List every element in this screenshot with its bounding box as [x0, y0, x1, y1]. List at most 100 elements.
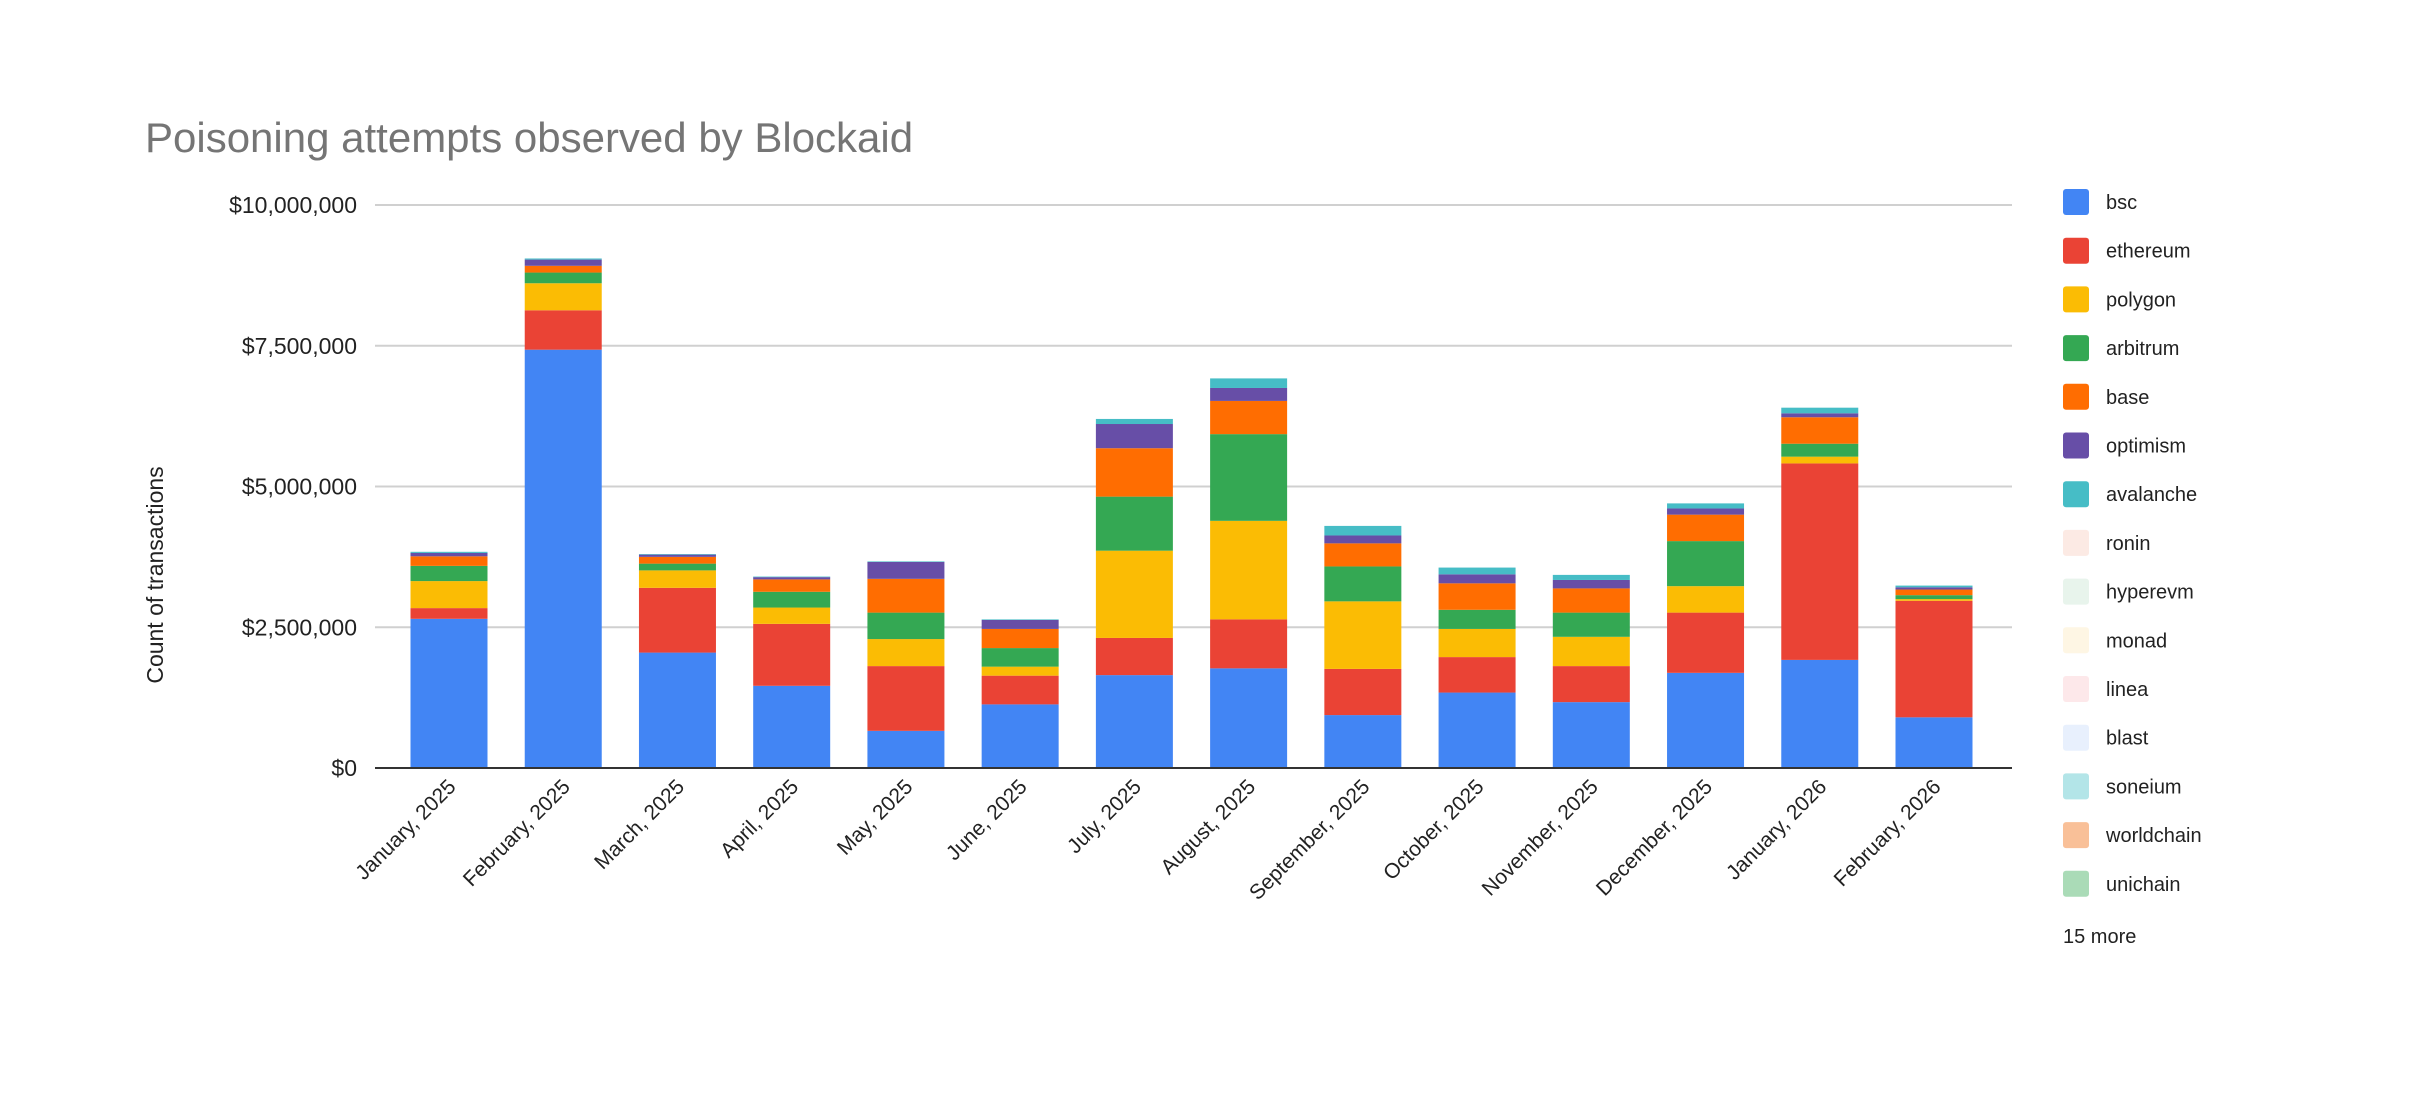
bar-segment-optimism[interactable]	[867, 561, 945, 579]
bar-segment-ethereum[interactable]	[981, 675, 1059, 705]
bar-segment-arbitrum[interactable]	[638, 563, 716, 571]
bar-segment-bsc[interactable]	[981, 704, 1059, 768]
bar-segment-base[interactable]	[1438, 583, 1516, 610]
bar-segment-bsc[interactable]	[1552, 702, 1630, 768]
bar-segment-ethereum[interactable]	[1438, 657, 1516, 693]
bar-segment-avalanche[interactable]	[1895, 585, 1973, 588]
bar-segment-base[interactable]	[1324, 543, 1402, 567]
bar-segment-avalanche[interactable]	[524, 258, 602, 260]
bar-segment-polygon[interactable]	[1324, 601, 1402, 669]
bar-segment-polygon[interactable]	[753, 607, 831, 624]
bar-segment-avalanche[interactable]	[981, 619, 1059, 620]
bar-segment-polygon[interactable]	[1438, 628, 1516, 658]
bar-segment-optimism[interactable]	[1895, 587, 1973, 590]
bar-segment-polygon[interactable]	[1781, 456, 1859, 464]
bar-segment-bsc[interactable]	[410, 618, 488, 768]
bar-segment-bsc[interactable]	[638, 652, 716, 768]
bar-segment-ethereum[interactable]	[1552, 666, 1630, 703]
bar-segment-arbitrum[interactable]	[1210, 434, 1288, 521]
bar-segment-arbitrum[interactable]	[1438, 609, 1516, 629]
bar-segment-optimism[interactable]	[1552, 579, 1630, 589]
legend-item-base[interactable]: base	[2063, 383, 2149, 410]
bar-segment-ethereum[interactable]	[1781, 463, 1859, 660]
bar-segment-base[interactable]	[1552, 588, 1630, 613]
bar-segment-optimism[interactable]	[410, 552, 488, 557]
legend-item-optimism[interactable]: optimism	[2063, 432, 2186, 459]
bar-segment-optimism[interactable]	[1667, 508, 1745, 515]
bar-segment-ethereum[interactable]	[1667, 612, 1745, 673]
bar-segment-optimism[interactable]	[1438, 574, 1516, 584]
bar-segment-polygon[interactable]	[1552, 636, 1630, 667]
bar-segment-base[interactable]	[867, 578, 945, 613]
bar-segment-avalanche[interactable]	[410, 551, 488, 553]
bar-segment-optimism[interactable]	[638, 554, 716, 557]
bar-segment-bsc[interactable]	[867, 730, 945, 768]
bar-segment-optimism[interactable]	[1210, 387, 1288, 401]
bar-segment-optimism[interactable]	[1781, 413, 1859, 418]
bar-segment-avalanche[interactable]	[1781, 407, 1859, 414]
legend-item-avalanche[interactable]: avalanche	[2063, 481, 2197, 508]
bar-segment-avalanche[interactable]	[753, 576, 831, 578]
legend-item-worldchain[interactable]: worldchain	[2063, 822, 2202, 849]
bar-segment-arbitrum[interactable]	[1781, 443, 1859, 457]
bar-segment-ethereum[interactable]	[1895, 600, 1973, 718]
bar-segment-avalanche[interactable]	[638, 554, 716, 555]
bar-segment-avalanche[interactable]	[1552, 574, 1630, 580]
legend-item-unichain[interactable]: unichain	[2063, 870, 2181, 897]
bar-segment-avalanche[interactable]	[867, 561, 945, 562]
legend-item-arbitrum[interactable]: arbitrum	[2063, 335, 2179, 362]
bar-segment-optimism[interactable]	[1095, 424, 1173, 449]
bar-segment-ethereum[interactable]	[1210, 619, 1288, 669]
bar-segment-arbitrum[interactable]	[867, 612, 945, 640]
bar-segment-bsc[interactable]	[1667, 672, 1745, 768]
bar-segment-base[interactable]	[753, 579, 831, 592]
bar-segment-ethereum[interactable]	[524, 310, 602, 350]
bar-segment-polygon[interactable]	[638, 570, 716, 588]
bar-segment-optimism[interactable]	[753, 577, 831, 580]
bar-segment-avalanche[interactable]	[1438, 567, 1516, 575]
bar-segment-bsc[interactable]	[1324, 715, 1402, 768]
bar-segment-ethereum[interactable]	[638, 587, 716, 653]
bar-segment-bsc[interactable]	[1895, 717, 1973, 768]
bar-segment-polygon[interactable]	[981, 666, 1059, 676]
bar-segment-avalanche[interactable]	[1667, 503, 1745, 509]
bar-segment-ethereum[interactable]	[867, 666, 945, 731]
bar-segment-arbitrum[interactable]	[1552, 612, 1630, 637]
bar-segment-arbitrum[interactable]	[1667, 541, 1745, 587]
bar-segment-polygon[interactable]	[524, 283, 602, 311]
bar-segment-polygon[interactable]	[1210, 520, 1288, 620]
bar-segment-ethereum[interactable]	[410, 608, 488, 619]
bar-segment-base[interactable]	[524, 265, 602, 273]
bar-segment-bsc[interactable]	[1095, 675, 1173, 768]
bar-segment-bsc[interactable]	[753, 685, 831, 768]
bar-segment-polygon[interactable]	[410, 581, 488, 609]
bar-segment-arbitrum[interactable]	[1095, 496, 1173, 551]
bar-segment-ethereum[interactable]	[1095, 637, 1173, 676]
legend-item-linea[interactable]: linea	[2063, 676, 2149, 702]
legend-item-ethereum[interactable]: ethereum	[2063, 237, 2191, 264]
bar-segment-arbitrum[interactable]	[753, 591, 831, 608]
bar-segment-bsc[interactable]	[524, 349, 602, 768]
legend-item-monad[interactable]: monad	[2063, 627, 2167, 654]
bar-segment-optimism[interactable]	[1324, 535, 1402, 544]
legend-item-ronin[interactable]: ronin	[2063, 529, 2150, 556]
bar-segment-base[interactable]	[638, 556, 716, 564]
bar-segment-base[interactable]	[1895, 589, 1973, 596]
bar-segment-polygon[interactable]	[867, 639, 945, 667]
bar-segment-arbitrum[interactable]	[1324, 566, 1402, 602]
legend-item-blast[interactable]: blast	[2063, 724, 2149, 751]
bar-segment-base[interactable]	[1781, 417, 1859, 444]
legend-item-polygon[interactable]: polygon	[2063, 286, 2176, 313]
bar-segment-bsc[interactable]	[1438, 692, 1516, 768]
bar-segment-avalanche[interactable]	[1210, 378, 1288, 388]
bar-segment-base[interactable]	[410, 556, 488, 566]
legend-item-soneium[interactable]: soneium	[2063, 773, 2182, 800]
bar-segment-polygon[interactable]	[1667, 586, 1745, 613]
bar-segment-base[interactable]	[1095, 448, 1173, 497]
legend-more-link[interactable]: 15 more	[2063, 926, 2136, 948]
bar-segment-arbitrum[interactable]	[524, 272, 602, 284]
bar-segment-polygon[interactable]	[1095, 550, 1173, 638]
bar-segment-avalanche[interactable]	[1095, 418, 1173, 425]
bar-segment-optimism[interactable]	[524, 259, 602, 266]
bar-segment-arbitrum[interactable]	[410, 565, 488, 582]
